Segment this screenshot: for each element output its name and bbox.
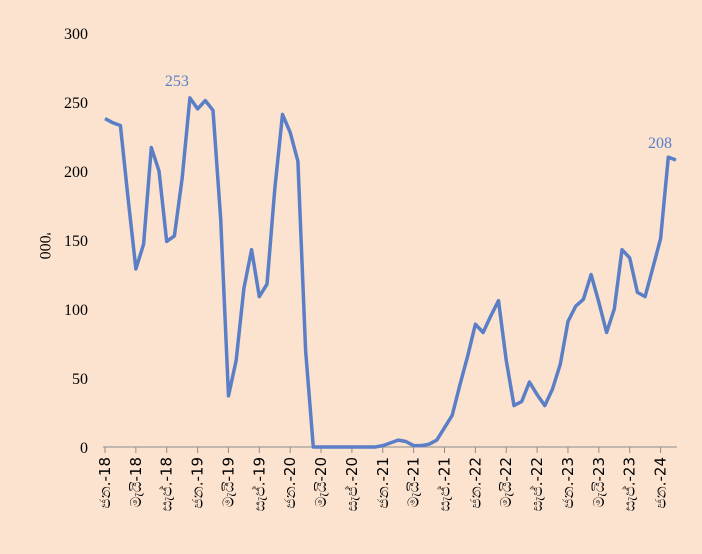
y-axis-label: '000	[36, 233, 53, 260]
x-tick-label: සැප්.-21	[435, 457, 453, 511]
y-tick-label: 50	[72, 371, 88, 388]
x-tick-label: මැයි-22	[497, 457, 515, 507]
x-tick-label: ජන.-23	[559, 457, 577, 509]
x-tick-label: සැප්.-18	[158, 457, 176, 511]
series-line	[105, 98, 676, 447]
y-tick-label: 200	[64, 164, 88, 181]
x-axis: ජන.-18 මැයි-18 සැප්.-18 ජන.-19 මැයි-19 සැප්.-…	[96, 447, 670, 511]
x-tick-label: ජන.-20	[281, 457, 299, 509]
x-tick-label: මැයි-19	[219, 457, 237, 507]
x-tick-label: සැප්.-20	[343, 457, 361, 511]
data-labels: 253 208	[165, 73, 672, 152]
y-tick-label: 0	[80, 440, 88, 457]
data-label: 208	[648, 135, 672, 152]
x-tick-label: ජන.-21	[374, 457, 392, 509]
y-tick-label: 300	[64, 26, 88, 43]
y-tick-label: 250	[64, 95, 88, 112]
x-tick-label: ජන.-19	[189, 457, 207, 509]
y-axis: 0 50 100 150 200 250 300	[64, 26, 88, 457]
x-tick-label: ජන.-24	[652, 457, 670, 509]
x-tick-label: මැයි-20	[312, 457, 330, 507]
x-tick-label: සැප්.-19	[250, 457, 268, 511]
x-tick-label: ජන.-18	[96, 457, 114, 509]
x-tick-label: මැයි-23	[590, 457, 608, 507]
y-tick-label: 150	[64, 233, 88, 250]
data-label: 253	[165, 73, 189, 90]
x-tick-label: සැප්.-22	[528, 457, 546, 511]
x-tick-label: සැප්.-23	[621, 457, 639, 511]
x-tick-label: මැයි-18	[127, 457, 145, 507]
y-tick-label: 100	[64, 302, 88, 319]
x-tick-label: ජන.-22	[466, 457, 484, 509]
x-tick-label: මැයි-21	[405, 457, 423, 507]
